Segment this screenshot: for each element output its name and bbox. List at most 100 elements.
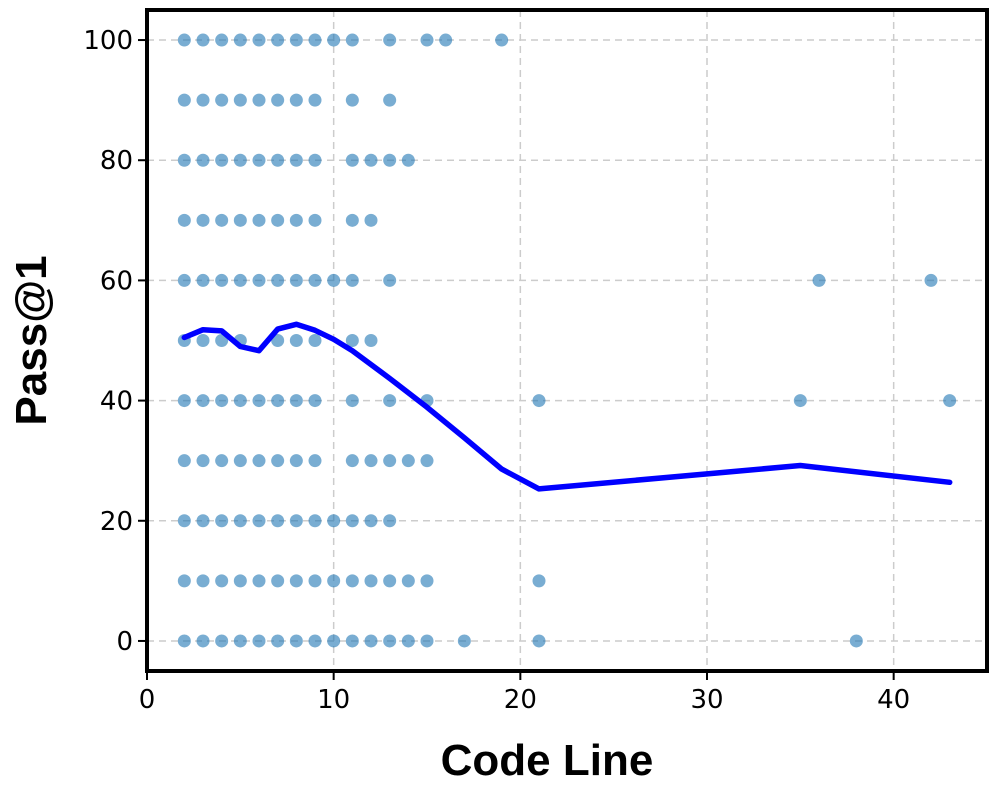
scatter-point: [233, 574, 247, 588]
trend-line: [181, 321, 953, 492]
scatter-point: [289, 153, 303, 167]
scatter-point: [271, 334, 285, 347]
trend-line-group: [181, 321, 953, 492]
scatter-point: [196, 394, 210, 408]
scatter-point: [308, 634, 322, 648]
scatter-point: [177, 574, 191, 588]
scatter-point: [383, 574, 397, 588]
y-tick-label: 100: [83, 26, 133, 56]
scatter-point: [457, 634, 471, 648]
scatter-point: [196, 634, 210, 648]
scatter-point: [439, 33, 453, 47]
scatter-point: [196, 334, 210, 347]
scatter-point: [233, 634, 247, 648]
scatter-point: [215, 33, 229, 47]
scatter-point: [401, 454, 415, 468]
scatter-point: [252, 634, 266, 648]
scatter-point: [271, 213, 285, 227]
scatter-point: [849, 634, 863, 648]
scatter-point: [252, 213, 266, 227]
scatter-point: [271, 93, 285, 107]
scatter-point: [308, 213, 322, 227]
scatter-point: [233, 153, 247, 167]
scatter-point: [383, 273, 397, 287]
scatter-point: [289, 574, 303, 588]
scatter-point: [420, 33, 434, 47]
scatter-point: [271, 634, 285, 648]
scatter-point: [495, 33, 509, 47]
scatter-point: [289, 454, 303, 468]
scatter-point: [793, 394, 807, 408]
grid-lines: [147, 10, 987, 671]
scatter-point: [345, 153, 359, 167]
scatter-point: [215, 394, 229, 408]
x-axis-title: Code Line: [441, 736, 654, 785]
scatter-point: [345, 394, 359, 408]
scatter-point: [196, 153, 210, 167]
scatter-point: [252, 574, 266, 588]
y-tick-label: 80: [100, 146, 133, 176]
scatter-point: [383, 634, 397, 648]
scatter-point: [345, 514, 359, 528]
scatter-points: [177, 33, 957, 648]
scatter-point: [252, 33, 266, 47]
scatter-point: [177, 93, 191, 107]
scatter-point: [364, 634, 378, 648]
scatter-point: [401, 153, 415, 167]
scatter-point: [177, 213, 191, 227]
scatter-point: [327, 634, 341, 648]
scatter-point: [532, 394, 546, 408]
scatter-point: [532, 634, 546, 648]
x-tick-label: 10: [317, 685, 350, 715]
scatter-point: [383, 33, 397, 47]
scatter-point: [215, 334, 229, 347]
scatter-point: [233, 213, 247, 227]
scatter-point: [215, 273, 229, 287]
scatter-point: [233, 33, 247, 47]
scatter-point: [289, 213, 303, 227]
scatter-point: [345, 273, 359, 287]
scatter-point: [289, 514, 303, 528]
scatter-point: [196, 574, 210, 588]
scatter-point: [215, 454, 229, 468]
scatter-point: [308, 153, 322, 167]
scatter-point: [196, 454, 210, 468]
scatter-point: [943, 394, 957, 408]
scatter-point: [196, 33, 210, 47]
scatter-point: [215, 634, 229, 648]
scatter-point: [233, 93, 247, 107]
scatter-point: [215, 514, 229, 528]
y-tick-label: 20: [100, 507, 133, 537]
scatter-point: [233, 514, 247, 528]
scatter-point: [177, 634, 191, 648]
scatter-point: [924, 273, 938, 287]
scatter-point: [289, 334, 303, 347]
scatter-point: [289, 394, 303, 408]
scatter-point: [177, 394, 191, 408]
scatter-point: [345, 454, 359, 468]
scatter-point: [383, 153, 397, 167]
scatter-point: [271, 514, 285, 528]
scatter-point: [177, 33, 191, 47]
scatter-point: [271, 273, 285, 287]
scatter-point: [345, 334, 359, 347]
scatter-point: [252, 454, 266, 468]
scatter-point: [215, 93, 229, 107]
scatter-point: [420, 454, 434, 468]
scatter-point: [233, 394, 247, 408]
y-axis-title: Pass@1: [7, 255, 56, 425]
x-tick-label: 20: [504, 685, 537, 715]
scatter-point: [364, 454, 378, 468]
scatter-point: [364, 334, 378, 347]
scatter-point: [289, 93, 303, 107]
scatter-point: [252, 514, 266, 528]
scatter-point: [532, 574, 546, 588]
scatter-point: [271, 33, 285, 47]
scatter-point: [364, 514, 378, 528]
y-tick-label: 0: [116, 627, 133, 657]
scatter-point: [252, 394, 266, 408]
x-tick-label: 0: [139, 685, 156, 715]
scatter-point: [233, 273, 247, 287]
scatter-point: [289, 634, 303, 648]
scatter-point: [420, 574, 434, 588]
